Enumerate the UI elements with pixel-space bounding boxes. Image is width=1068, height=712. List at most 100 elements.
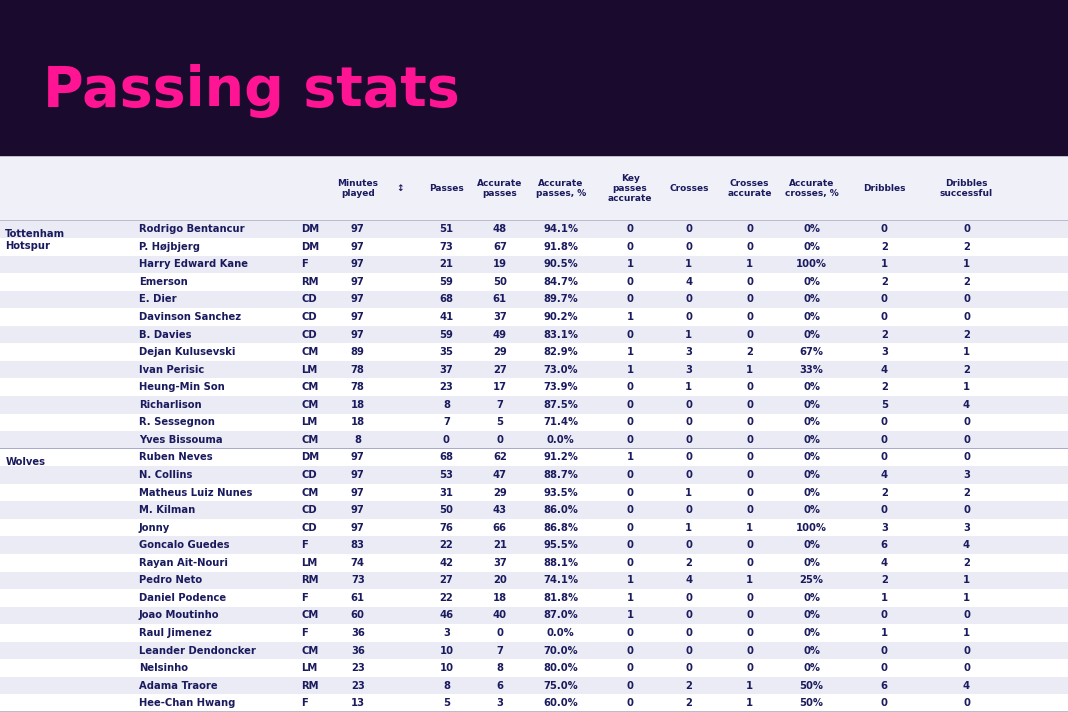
Text: 1: 1 — [627, 312, 633, 322]
Text: 1: 1 — [686, 382, 692, 392]
Text: Minutes
played: Minutes played — [337, 179, 378, 198]
Text: Matheus Luiz Nunes: Matheus Luiz Nunes — [139, 488, 252, 498]
Text: 0%: 0% — [803, 663, 820, 673]
Text: 60.0%: 60.0% — [544, 698, 578, 708]
Text: 8: 8 — [443, 400, 450, 410]
Text: 0: 0 — [627, 400, 633, 410]
Text: Yves Bissouma: Yves Bissouma — [139, 435, 222, 445]
Text: 0: 0 — [747, 646, 753, 656]
Text: Goncalo Guedes: Goncalo Guedes — [139, 540, 230, 550]
Text: 97: 97 — [351, 277, 364, 287]
Text: CM: CM — [301, 488, 318, 498]
Text: 0: 0 — [747, 224, 753, 234]
Text: 0: 0 — [881, 453, 888, 463]
Text: 0: 0 — [497, 628, 503, 638]
Text: 83.1%: 83.1% — [544, 330, 578, 340]
Text: 0: 0 — [881, 698, 888, 708]
Text: Ivan Perisic: Ivan Perisic — [139, 365, 204, 375]
Text: 0: 0 — [627, 242, 633, 252]
Text: 83: 83 — [351, 540, 364, 550]
Text: CM: CM — [301, 610, 318, 620]
Text: Key
passes
accurate: Key passes accurate — [608, 174, 653, 204]
Bar — [0, 256, 1068, 273]
Text: 48: 48 — [492, 224, 507, 234]
Text: 37: 37 — [493, 557, 506, 567]
Text: 0: 0 — [627, 540, 633, 550]
Text: 4: 4 — [963, 540, 970, 550]
Text: 2: 2 — [686, 698, 692, 708]
Text: 91.8%: 91.8% — [544, 242, 578, 252]
Text: 1: 1 — [627, 593, 633, 603]
Bar — [0, 501, 1068, 519]
Text: 88.7%: 88.7% — [544, 470, 578, 480]
Text: 94.1%: 94.1% — [544, 224, 578, 234]
Text: 0%: 0% — [803, 453, 820, 463]
Text: 71.4%: 71.4% — [544, 417, 578, 427]
Text: F: F — [301, 698, 308, 708]
Text: 0: 0 — [963, 698, 970, 708]
Text: 81.8%: 81.8% — [544, 593, 578, 603]
Text: 1: 1 — [881, 628, 888, 638]
Text: 4: 4 — [686, 575, 692, 585]
Text: 97: 97 — [351, 330, 364, 340]
Text: R. Sessegnon: R. Sessegnon — [139, 417, 215, 427]
Text: 0: 0 — [686, 242, 692, 252]
Text: 0: 0 — [747, 382, 753, 392]
Text: 0: 0 — [747, 663, 753, 673]
Text: 1: 1 — [627, 575, 633, 585]
Text: 22: 22 — [440, 540, 453, 550]
Text: 7: 7 — [497, 646, 503, 656]
Text: Dribbles
successful: Dribbles successful — [940, 179, 993, 198]
Text: 1: 1 — [747, 523, 753, 533]
Text: 97: 97 — [351, 488, 364, 498]
Text: 1: 1 — [627, 365, 633, 375]
Bar — [0, 308, 1068, 326]
Text: 74.1%: 74.1% — [544, 575, 578, 585]
Text: 3: 3 — [881, 523, 888, 533]
Text: 13: 13 — [350, 698, 365, 708]
Text: 0: 0 — [747, 505, 753, 515]
Text: 0: 0 — [686, 224, 692, 234]
Text: 0: 0 — [747, 277, 753, 287]
Bar — [0, 607, 1068, 624]
Text: Wolves: Wolves — [5, 458, 45, 468]
Text: Dribbles: Dribbles — [863, 184, 906, 193]
Text: 1: 1 — [686, 488, 692, 498]
Text: 1: 1 — [686, 330, 692, 340]
Bar — [0, 572, 1068, 589]
Text: 2: 2 — [881, 382, 888, 392]
Text: 0: 0 — [963, 295, 970, 305]
Text: 78: 78 — [351, 365, 364, 375]
Bar — [0, 273, 1068, 290]
Text: 60: 60 — [351, 610, 364, 620]
Bar — [0, 238, 1068, 256]
Text: 0%: 0% — [803, 540, 820, 550]
Text: 29: 29 — [493, 347, 506, 357]
Text: 21: 21 — [439, 259, 454, 269]
Text: P. Højbjerg: P. Højbjerg — [139, 242, 200, 252]
Text: CM: CM — [301, 347, 318, 357]
Text: CD: CD — [301, 523, 317, 533]
Bar — [0, 466, 1068, 484]
Text: 3: 3 — [963, 470, 970, 480]
Text: 97: 97 — [351, 224, 364, 234]
Text: 84.7%: 84.7% — [544, 277, 578, 287]
Text: 0: 0 — [627, 681, 633, 691]
Text: 0: 0 — [627, 505, 633, 515]
Text: 0%: 0% — [803, 417, 820, 427]
Text: 0: 0 — [747, 435, 753, 445]
Text: Passing stats: Passing stats — [43, 64, 459, 118]
Text: 3: 3 — [963, 523, 970, 533]
Text: 0.0%: 0.0% — [547, 435, 575, 445]
Text: 73: 73 — [351, 575, 364, 585]
Bar — [0, 396, 1068, 414]
Text: 0: 0 — [686, 610, 692, 620]
Text: 42: 42 — [439, 557, 454, 567]
Text: 0: 0 — [747, 330, 753, 340]
Text: 1: 1 — [963, 628, 970, 638]
Text: 1: 1 — [627, 453, 633, 463]
Text: 35: 35 — [440, 347, 453, 357]
Text: 0: 0 — [881, 312, 888, 322]
Text: 0: 0 — [747, 610, 753, 620]
Text: 0: 0 — [686, 470, 692, 480]
